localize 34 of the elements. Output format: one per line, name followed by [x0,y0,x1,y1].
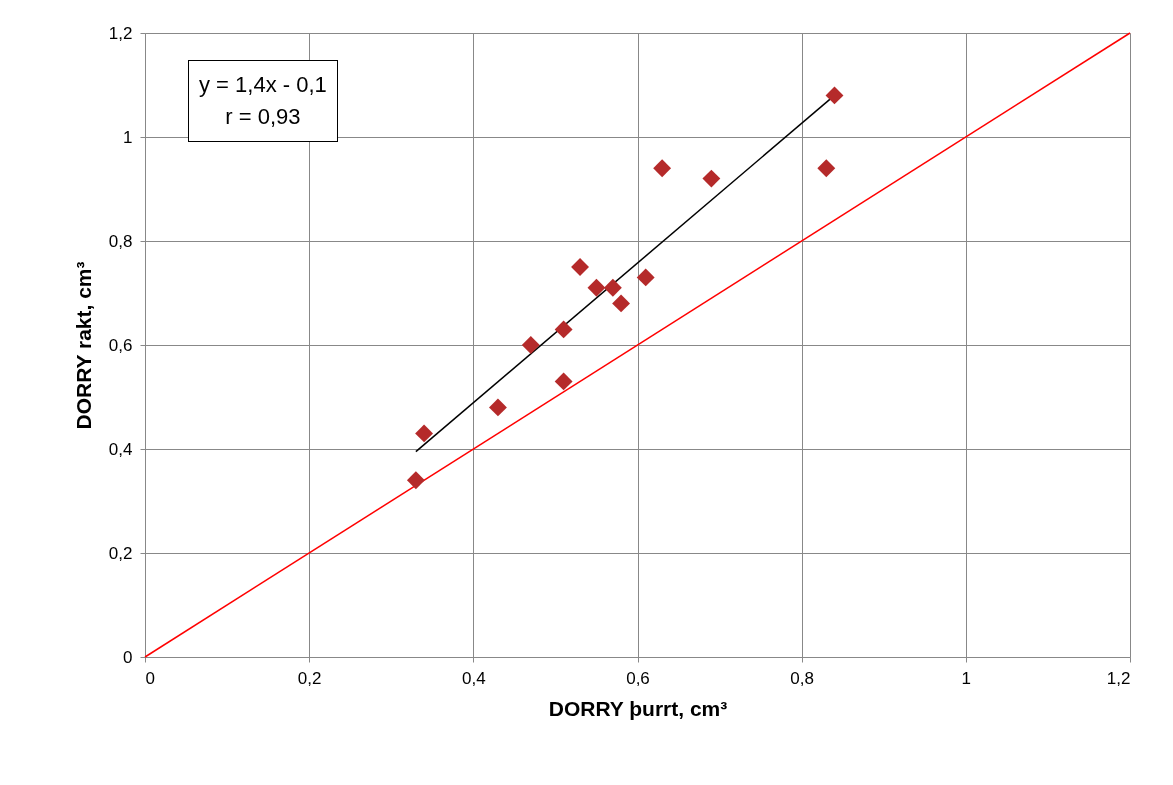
point [406,471,425,490]
y-tick-label: 0,8 [108,231,133,251]
y-axis-title: DORRY rakt, cm³ [71,261,95,430]
x-tick-label: 0,8 [790,668,814,688]
y-tick-label: 0,6 [108,335,133,355]
point [554,320,573,339]
x-axis-title: DORRY þurrt, cm³ [548,696,728,720]
x-tick-label: 0 [145,668,155,688]
y-tick-label: 1 [123,127,133,147]
x-tick-label: 0,6 [626,668,650,688]
y-tick-label: 0 [123,647,133,667]
x-tick-label: 0,4 [462,668,486,688]
point [702,169,721,188]
point [489,398,507,417]
point [825,86,844,105]
annotation: r = 0,93 [224,103,302,131]
y-tick-label: 0,4 [108,439,133,459]
y-tick-label: 1,2 [108,23,133,43]
point [587,278,606,297]
point [603,278,622,297]
point [817,159,836,178]
point [554,372,573,391]
point [612,294,631,313]
annotation: y = 1,4x - 0,1 [199,71,327,99]
y-tick-label: 0,2 [108,543,133,563]
x-tick-label: 1,2 [1106,668,1131,688]
point [571,258,589,276]
annotation-frame: y = 1,4x - 0,1 r = 0,93 [188,60,338,142]
point [653,159,672,178]
x-tick-label: 0,2 [297,668,322,688]
x-tick-label: 1 [961,668,972,688]
point [415,424,434,443]
point [521,336,540,354]
point [636,268,655,287]
